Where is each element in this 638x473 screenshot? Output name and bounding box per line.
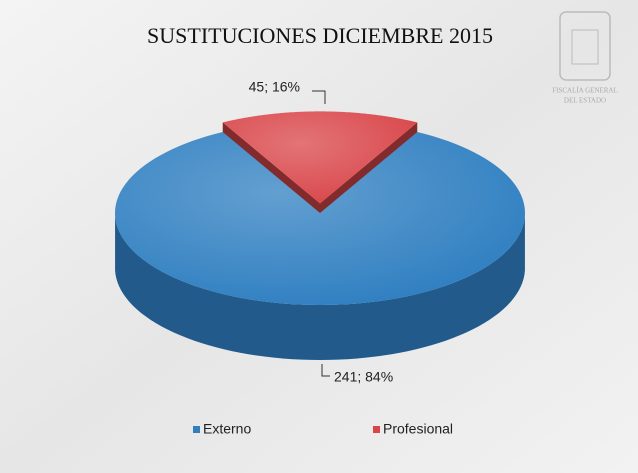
- legend-label: Profesional: [383, 421, 453, 437]
- data-label: 45; 16%: [249, 79, 300, 95]
- slice-shine: [222, 111, 418, 204]
- legend-swatch: [373, 426, 380, 433]
- legend-swatch: [193, 426, 200, 433]
- legend-label: Externo: [203, 421, 251, 437]
- leader-line: [321, 364, 330, 377]
- logo-text: DEL ESTADO: [564, 97, 606, 105]
- data-label: 241; 84%: [334, 369, 393, 385]
- pie: [115, 111, 525, 360]
- slice-side: [115, 215, 525, 360]
- chart-title: SUSTITUCIONES DICIEMBRE 2015: [147, 23, 493, 48]
- slice-shine: [115, 132, 525, 305]
- logo: FISCALÍA GENERAL DEL ESTADO: [552, 11, 618, 105]
- leader-line: [312, 90, 326, 104]
- logo-text: FISCALÍA GENERAL: [552, 87, 618, 95]
